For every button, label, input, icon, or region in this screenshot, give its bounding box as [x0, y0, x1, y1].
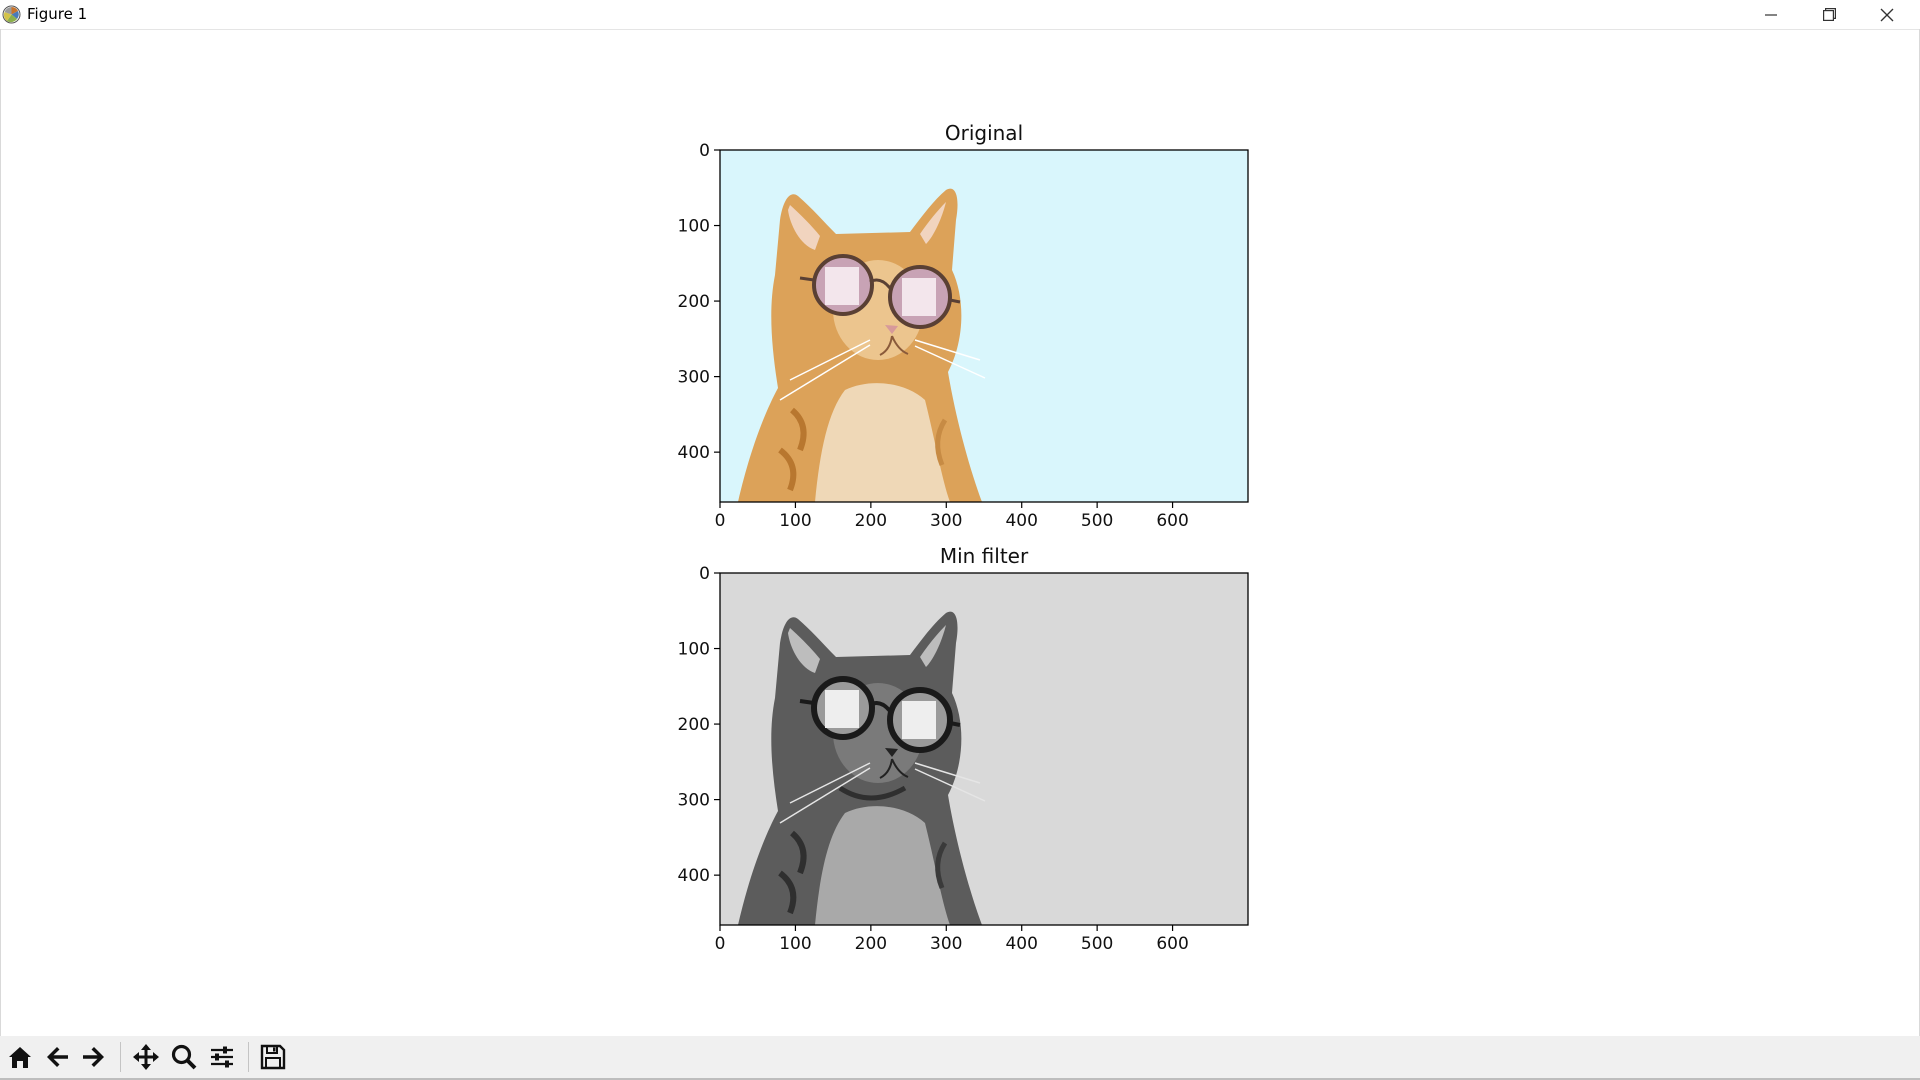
x-tick-label: 200	[855, 511, 887, 531]
y-tick-label: 300	[678, 791, 710, 811]
arrow-right-icon	[83, 1047, 104, 1067]
x-tick-label: 500	[1081, 511, 1113, 531]
ticks-original: 0 100 200 300 400 500 600 0 100 200 300 400	[678, 141, 1189, 531]
window-title: Figure 1	[27, 5, 88, 23]
y-tick-label: 100	[678, 640, 710, 660]
home-button[interactable]	[3, 1040, 37, 1074]
axes-original: Original	[678, 121, 1249, 531]
y-tick-label: 200	[678, 715, 710, 735]
save-button[interactable]	[256, 1040, 290, 1074]
configure-subplots-button[interactable]	[205, 1040, 239, 1074]
zoom-button[interactable]	[167, 1040, 201, 1074]
close-icon	[1880, 8, 1894, 21]
cat-grayscale-icon	[738, 611, 986, 925]
restore-icon	[1822, 8, 1836, 21]
toolbar-separator	[248, 1042, 249, 1072]
ticks-min-filter: 0 100 200 300 400 500 600 0 100 200 300 400	[678, 564, 1189, 954]
magnifier-icon	[171, 1044, 197, 1070]
sliders-icon	[211, 1046, 233, 1068]
minimize-button[interactable]	[1742, 0, 1800, 29]
y-tick-label: 0	[699, 564, 710, 584]
matplotlib-icon	[2, 5, 21, 24]
x-tick-label: 300	[930, 934, 962, 954]
x-tick-label: 0	[715, 511, 726, 531]
figure-canvas[interactable]: Original	[1, 30, 1919, 1036]
move-icon	[133, 1044, 159, 1070]
x-tick-label: 100	[779, 934, 811, 954]
x-tick-label: 0	[715, 934, 726, 954]
x-tick-label: 100	[779, 511, 811, 531]
home-icon	[9, 1047, 31, 1068]
y-tick-label: 0	[699, 141, 710, 161]
y-tick-label: 100	[678, 217, 710, 237]
x-tick-label: 500	[1081, 934, 1113, 954]
x-tick-label: 200	[855, 934, 887, 954]
cat-color-icon	[738, 188, 986, 502]
minimize-icon	[1765, 13, 1777, 16]
axes-title-min-filter: Min filter	[940, 544, 1029, 568]
image-original	[720, 150, 1248, 502]
x-tick-label: 600	[1156, 934, 1188, 954]
toolbar-separator	[120, 1042, 121, 1072]
title-bar: Figure 1	[0, 0, 1920, 30]
restore-button[interactable]	[1800, 0, 1858, 29]
forward-button[interactable]	[77, 1040, 111, 1074]
y-tick-label: 400	[678, 443, 710, 463]
y-tick-label: 400	[678, 866, 710, 886]
arrow-left-icon	[47, 1047, 68, 1067]
axes-frame-min-filter	[719, 572, 1249, 926]
x-tick-label: 300	[930, 511, 962, 531]
y-tick-label: 200	[678, 292, 710, 312]
x-tick-label: 600	[1156, 511, 1188, 531]
back-button[interactable]	[40, 1040, 74, 1074]
figure-svg: Original	[678, 121, 1249, 954]
navigation-toolbar	[0, 1036, 1920, 1079]
window-bottom-edge	[0, 1078, 1920, 1080]
axes-min-filter: Min filter	[678, 544, 1249, 954]
x-tick-label: 400	[1005, 511, 1037, 531]
close-button[interactable]	[1858, 0, 1916, 29]
x-tick-label: 400	[1005, 934, 1037, 954]
y-tick-label: 300	[678, 368, 710, 388]
floppy-disk-icon	[260, 1044, 286, 1070]
window-frame-left	[0, 29, 1, 1079]
image-min-filter	[720, 573, 1248, 925]
pan-button[interactable]	[129, 1040, 163, 1074]
axes-frame-original	[719, 149, 1249, 503]
axes-title-original: Original	[945, 121, 1023, 145]
